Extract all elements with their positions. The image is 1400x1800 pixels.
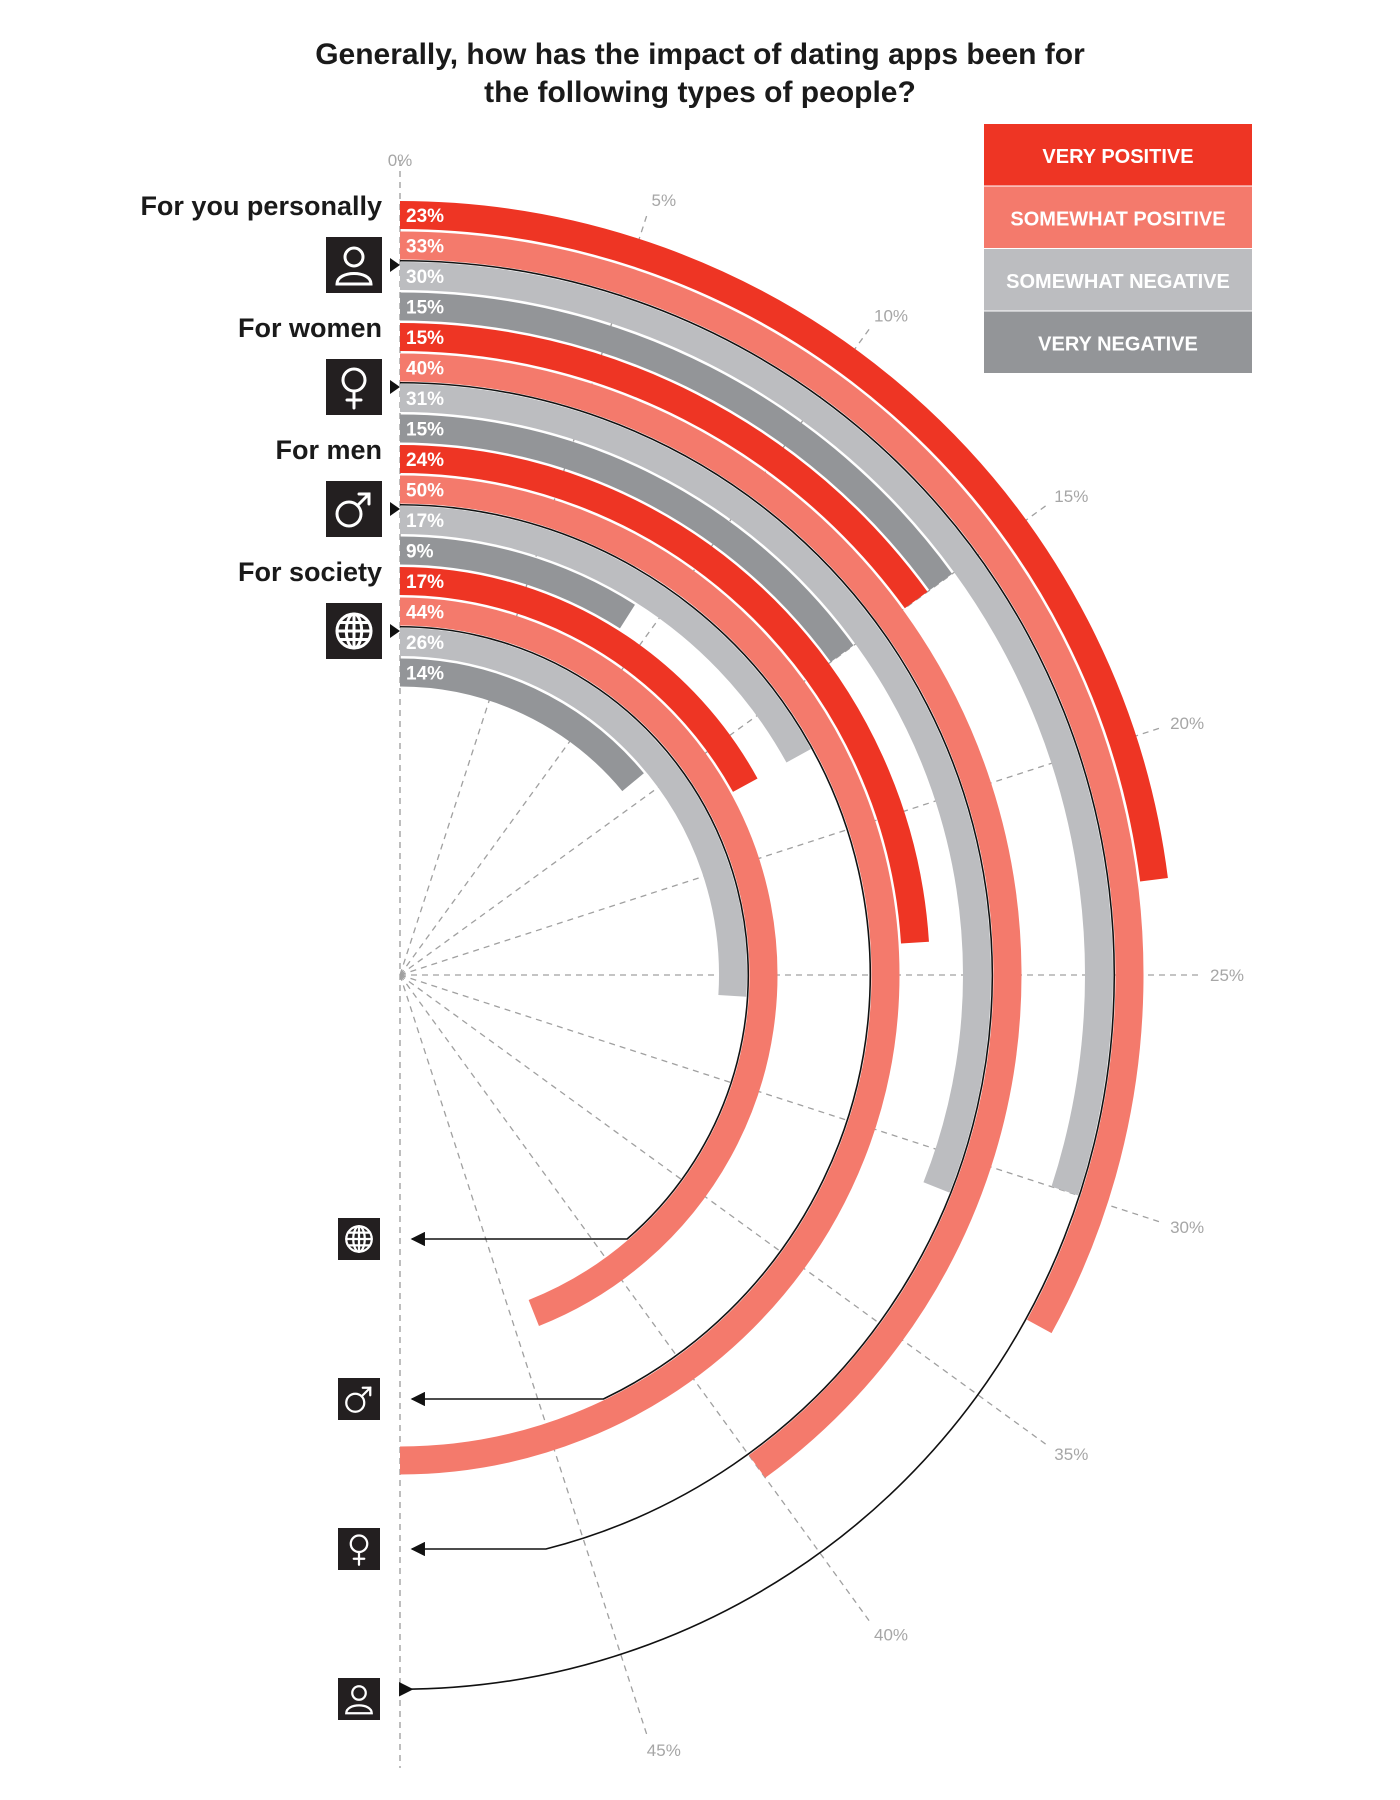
tick-label: 5% bbox=[652, 191, 677, 210]
group-bars bbox=[399, 201, 1168, 1334]
legend: VERY POSITIVE SOMEWHAT POSITIVE SOMEWHAT N… bbox=[984, 124, 1252, 373]
male-icon bbox=[326, 481, 382, 537]
group-arrows bbox=[338, 259, 1115, 1720]
radial-bar bbox=[399, 414, 854, 663]
gridline bbox=[399, 727, 1162, 976]
group-labels: For you personally For women For men For so… bbox=[140, 191, 400, 659]
group-bars bbox=[399, 445, 929, 1475]
value-label: 17% bbox=[406, 511, 444, 532]
group-label: For society bbox=[238, 557, 382, 587]
globe-icon bbox=[338, 1218, 380, 1260]
group-bars bbox=[399, 323, 1022, 1478]
value-labels: 23% 33% 30% 15% 15% 40% 31% 15% 24% 50% 17% 9% 17% 44… bbox=[406, 206, 444, 685]
value-label: 15% bbox=[406, 420, 444, 441]
radial-bar bbox=[399, 353, 1022, 1478]
value-label: 50% bbox=[406, 481, 444, 502]
gridline bbox=[399, 974, 871, 1623]
group-bars bbox=[399, 567, 778, 1326]
tick-label: 35% bbox=[1054, 1445, 1088, 1464]
value-label: 9% bbox=[406, 542, 434, 563]
value-label: 31% bbox=[406, 389, 444, 410]
value-label: 14% bbox=[406, 664, 444, 685]
value-label: 24% bbox=[406, 450, 444, 471]
value-label: 30% bbox=[406, 267, 444, 288]
radial-bar bbox=[399, 475, 900, 1475]
female-icon bbox=[326, 359, 382, 415]
gridline bbox=[399, 974, 1048, 1446]
value-label: 40% bbox=[406, 359, 444, 380]
radial-bar bbox=[399, 628, 747, 997]
tick-label: 45% bbox=[647, 1741, 681, 1760]
group-connector-arrow bbox=[399, 625, 749, 1247]
chart-title-line: the following types of people? bbox=[484, 76, 916, 109]
legend-label: SOMEWHAT NEGATIVE bbox=[1006, 271, 1230, 293]
person-icon bbox=[338, 1678, 380, 1720]
tick-label: 20% bbox=[1170, 714, 1204, 733]
group-label: For women bbox=[238, 313, 382, 343]
value-label: 44% bbox=[406, 603, 444, 624]
radial-bar bbox=[399, 567, 758, 792]
radial-bar bbox=[399, 506, 811, 763]
gridline bbox=[399, 974, 1162, 1223]
female-icon bbox=[338, 1528, 380, 1570]
chart-title-line: Generally, how has the impact of dating … bbox=[315, 38, 1085, 71]
radial-bar bbox=[399, 597, 778, 1326]
legend-swatch bbox=[984, 186, 1252, 248]
value-label: 23% bbox=[406, 206, 444, 227]
radial-bar bbox=[399, 292, 953, 591]
radial-bars bbox=[399, 201, 1168, 1478]
group-label: For men bbox=[275, 435, 382, 465]
radial-bar bbox=[399, 658, 644, 792]
legend-swatch bbox=[984, 311, 1252, 373]
tick-label: 10% bbox=[874, 307, 908, 326]
legend-swatch bbox=[984, 124, 1252, 186]
tick-label: 25% bbox=[1210, 966, 1244, 985]
radial-bar bbox=[399, 201, 1168, 882]
group-connector-arrow bbox=[399, 259, 1115, 1697]
tick-label: 30% bbox=[1170, 1218, 1204, 1237]
group-pointer bbox=[390, 624, 400, 638]
globe-icon bbox=[326, 603, 382, 659]
radial-bar bbox=[399, 384, 991, 1193]
radial-bar bbox=[399, 445, 929, 944]
group-connector-arrow bbox=[399, 503, 871, 1407]
radial-bar bbox=[399, 323, 928, 609]
legend-swatch bbox=[984, 249, 1252, 311]
radial-bar bbox=[399, 536, 635, 629]
value-label: 15% bbox=[406, 298, 444, 319]
legend-label: VERY POSITIVE bbox=[1042, 146, 1193, 168]
legend-label: SOMEWHAT POSITIVE bbox=[1010, 209, 1225, 231]
radial-bar bbox=[399, 231, 1144, 1334]
male-icon bbox=[338, 1378, 380, 1420]
tick-label: 0% bbox=[388, 151, 413, 170]
value-label: 33% bbox=[406, 237, 444, 258]
value-label: 17% bbox=[406, 572, 444, 593]
tick-label: 15% bbox=[1054, 487, 1088, 506]
gridline bbox=[399, 974, 648, 1737]
group-label: For you personally bbox=[140, 191, 382, 221]
group-pointer bbox=[390, 502, 400, 516]
tick-label: 40% bbox=[874, 1625, 908, 1644]
group-pointer bbox=[390, 380, 400, 394]
value-label: 15% bbox=[406, 328, 444, 349]
group-connector-arrow bbox=[399, 381, 994, 1557]
group-pointer bbox=[390, 258, 400, 272]
legend-label: VERY NEGATIVE bbox=[1038, 334, 1198, 356]
radial-bar bbox=[399, 262, 1113, 1196]
value-label: 26% bbox=[406, 633, 444, 654]
chart-title: Generally, how has the impact of dating … bbox=[315, 38, 1085, 109]
person-icon bbox=[326, 237, 382, 293]
